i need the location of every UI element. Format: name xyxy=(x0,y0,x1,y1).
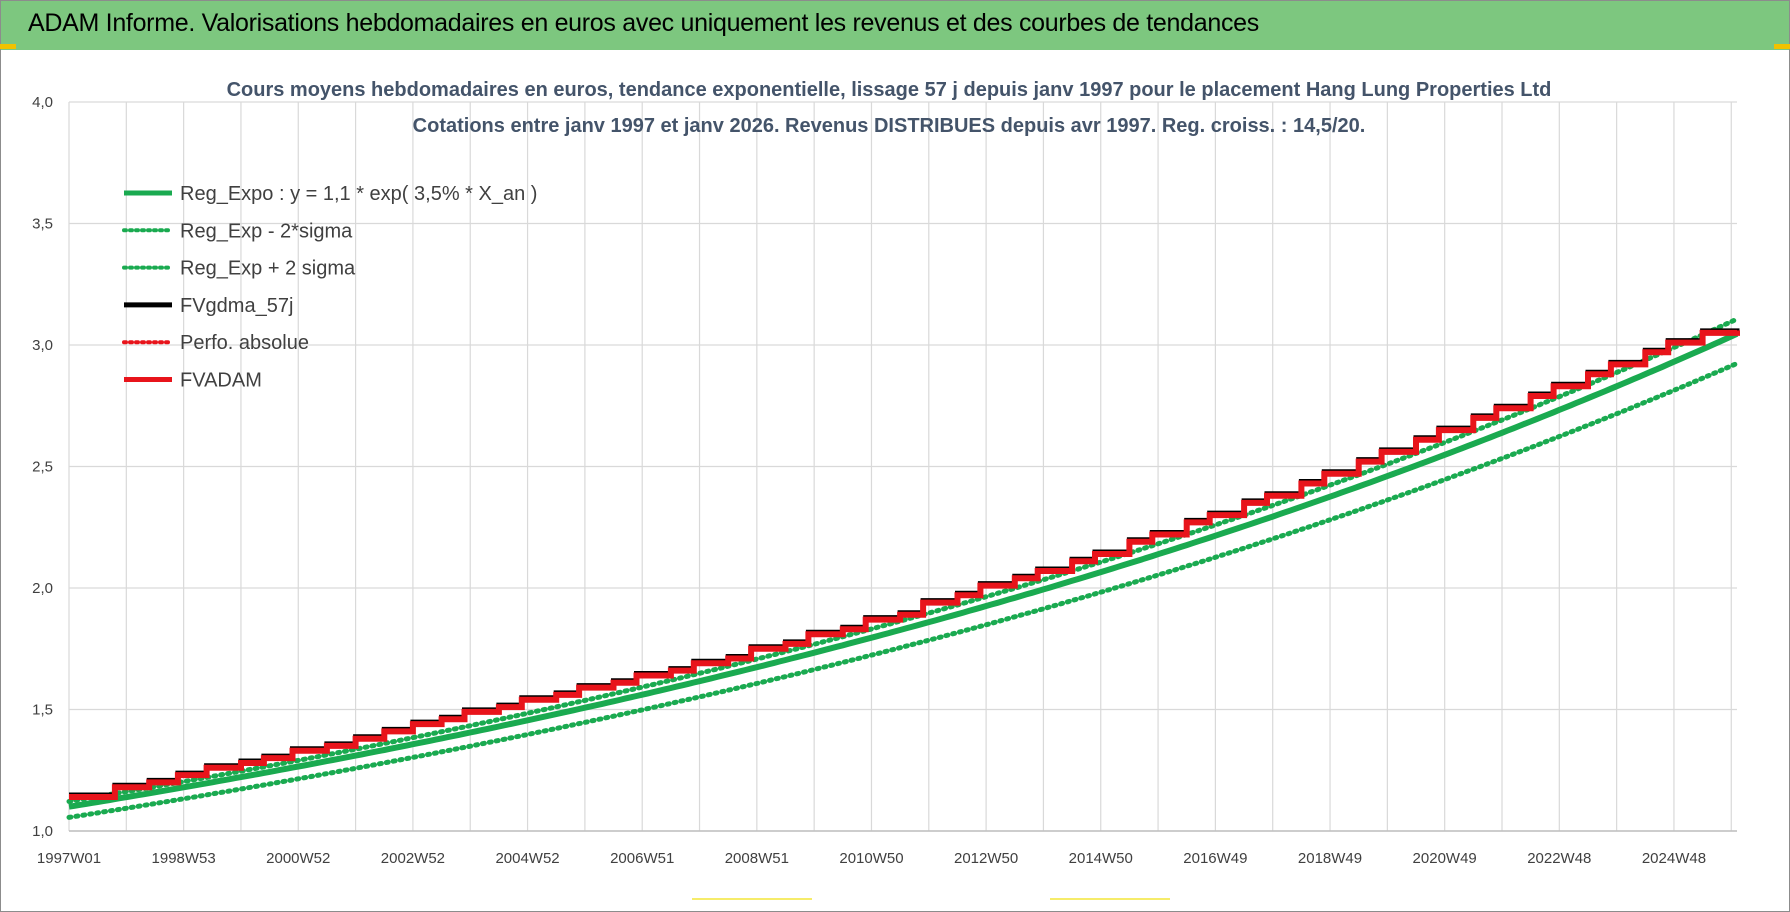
corner-marker-right xyxy=(1774,44,1790,49)
legend-label-5: FVADAM xyxy=(180,370,262,392)
x-tick-label: 1998W53 xyxy=(152,850,216,867)
legend-label-2: Reg_Exp + 2 sigma xyxy=(180,258,356,280)
x-tick-label: 2000W52 xyxy=(266,850,330,867)
x-tick-label: 2006W51 xyxy=(610,850,674,867)
reg-expo-line xyxy=(68,331,1739,810)
corner-marker-left xyxy=(0,44,16,49)
legend-label-0: Reg_Expo : y = 1,1 * exp( 3,5% * X_an ) xyxy=(180,183,537,205)
x-tick-label: 2016W49 xyxy=(1183,850,1247,867)
x-tick-label: 2002W52 xyxy=(381,850,445,867)
x-tick-label: 2010W50 xyxy=(839,850,903,867)
x-tick-label: 2022W48 xyxy=(1527,850,1591,867)
y-tick-label: 3,5 xyxy=(32,216,53,233)
y-tick-label: 3,0 xyxy=(32,337,53,354)
x-tick-label: 2018W49 xyxy=(1298,850,1362,867)
x-tick-label: 1997W01 xyxy=(37,850,101,867)
series-layer xyxy=(66,316,1740,820)
y-tick-label: 1,0 xyxy=(32,823,53,840)
x-tick-label: 2014W50 xyxy=(1069,850,1133,867)
x-tick-label: 2004W52 xyxy=(495,850,559,867)
y-tick-label: 2,0 xyxy=(32,580,53,597)
axis-layer: 1,0 1,5 2,0 2,5 3,0 3,5 4,0 1997W01 1998W53 2000W… xyxy=(32,94,1737,867)
y-tick-label: 1,5 xyxy=(32,702,53,719)
x-tick-label: 2008W51 xyxy=(725,850,789,867)
y-tick-label: 2,5 xyxy=(32,459,53,476)
banner-title: ADAM Informe. Valorisations hebdomadaire… xyxy=(28,9,1259,37)
chart-subtitle: Cotations entre janv 1997 et janv 2026. … xyxy=(413,115,1366,137)
legend: Reg_Expo : y = 1,1 * exp( 3,5% * X_an ) R… xyxy=(122,183,537,392)
legend-label-3: FVgdma_57j xyxy=(180,295,293,317)
reg-exp-plus-2-sigma-line xyxy=(66,316,1740,804)
bottom-marker-2 xyxy=(1050,898,1170,900)
legend-label-4: Perfo. absolue xyxy=(180,332,309,354)
reg-exp-minus-2-sigma-line xyxy=(66,360,1740,820)
x-tick-label: 2012W50 xyxy=(954,850,1018,867)
chart-title: Cours moyens hebdomadaires en euros, ten… xyxy=(227,79,1552,101)
fvadam-line xyxy=(69,329,1740,800)
x-tick-label: 2020W49 xyxy=(1413,850,1477,867)
legend-label-1: Reg_Exp - 2*sigma xyxy=(180,220,353,242)
y-tick-label: 4,0 xyxy=(32,94,53,111)
x-tick-label: 2024W48 xyxy=(1642,850,1706,867)
fvgdma-57j-line xyxy=(69,328,1740,798)
grid-layer xyxy=(68,101,1737,832)
bottom-marker-1 xyxy=(692,898,812,900)
report-banner: ADAM Informe. Valorisations hebdomadaire… xyxy=(1,1,1789,53)
